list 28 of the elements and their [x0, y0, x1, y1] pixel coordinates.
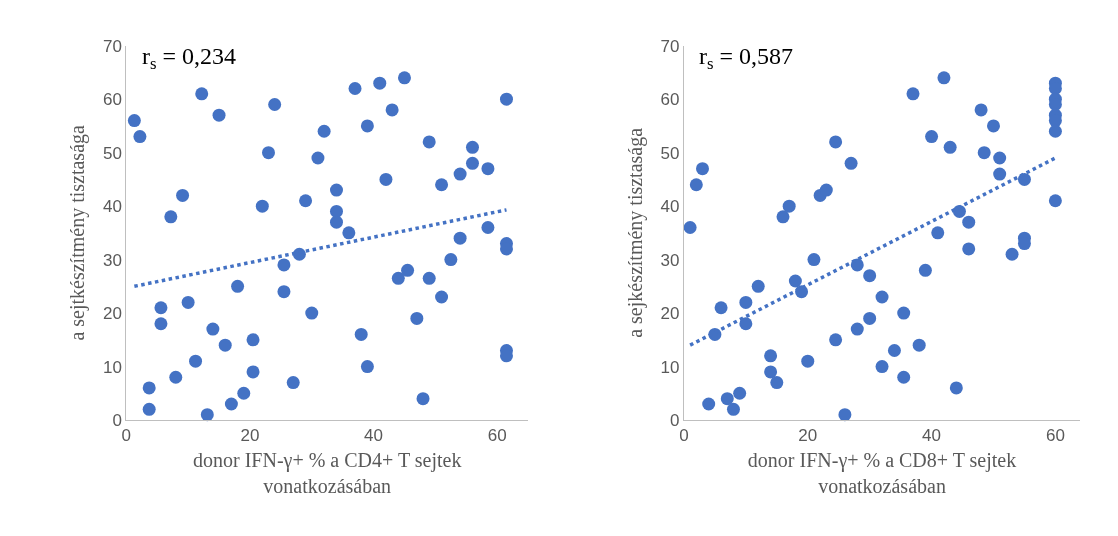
- x-tick-label: 20: [240, 426, 260, 446]
- y-tick-label: 50: [103, 143, 122, 163]
- x-tick-label: 40: [922, 426, 942, 446]
- y-tick-label: 70: [103, 36, 122, 56]
- y-axis-title: a sejtkészítmény tisztasága: [66, 125, 90, 341]
- y-tick-label: 30: [103, 250, 122, 270]
- y-tick-label: 30: [660, 250, 680, 270]
- y-tick-label: 10: [660, 357, 680, 377]
- x-axis-title: donor IFN-γ+ % a CD4+ T sejtek vonatkozásában: [193, 448, 462, 497]
- x-axis-title: donor IFN-γ+ % a CD8+ T sejtek vonatkozásában: [747, 448, 1017, 497]
- annotation: r$_{s}$ = 0,587: [699, 43, 794, 74]
- y-tick-label: 60: [103, 90, 122, 110]
- x-tick-label: 20: [798, 426, 818, 446]
- y-tick-label: 50: [660, 143, 680, 163]
- x-tick-label: 40: [364, 426, 384, 446]
- y-tick-label: 60: [660, 90, 680, 110]
- y-tick-label: 40: [660, 197, 680, 217]
- y-tick-label: 40: [103, 197, 122, 217]
- x-tick-label: 60: [487, 426, 507, 446]
- x-tick-label: 60: [1045, 426, 1065, 446]
- annotation: r$_{s}$ = 0,234: [142, 43, 237, 74]
- y-tick-label: 0: [112, 410, 122, 430]
- y-tick-label: 20: [103, 304, 122, 324]
- y-tick-label: 0: [670, 410, 680, 430]
- y-tick-label: 10: [103, 357, 122, 377]
- y-tick-label: 70: [660, 36, 680, 56]
- y-axis-title: a sejkészítmény tisztasága: [624, 127, 648, 338]
- y-tick-label: 20: [660, 304, 680, 324]
